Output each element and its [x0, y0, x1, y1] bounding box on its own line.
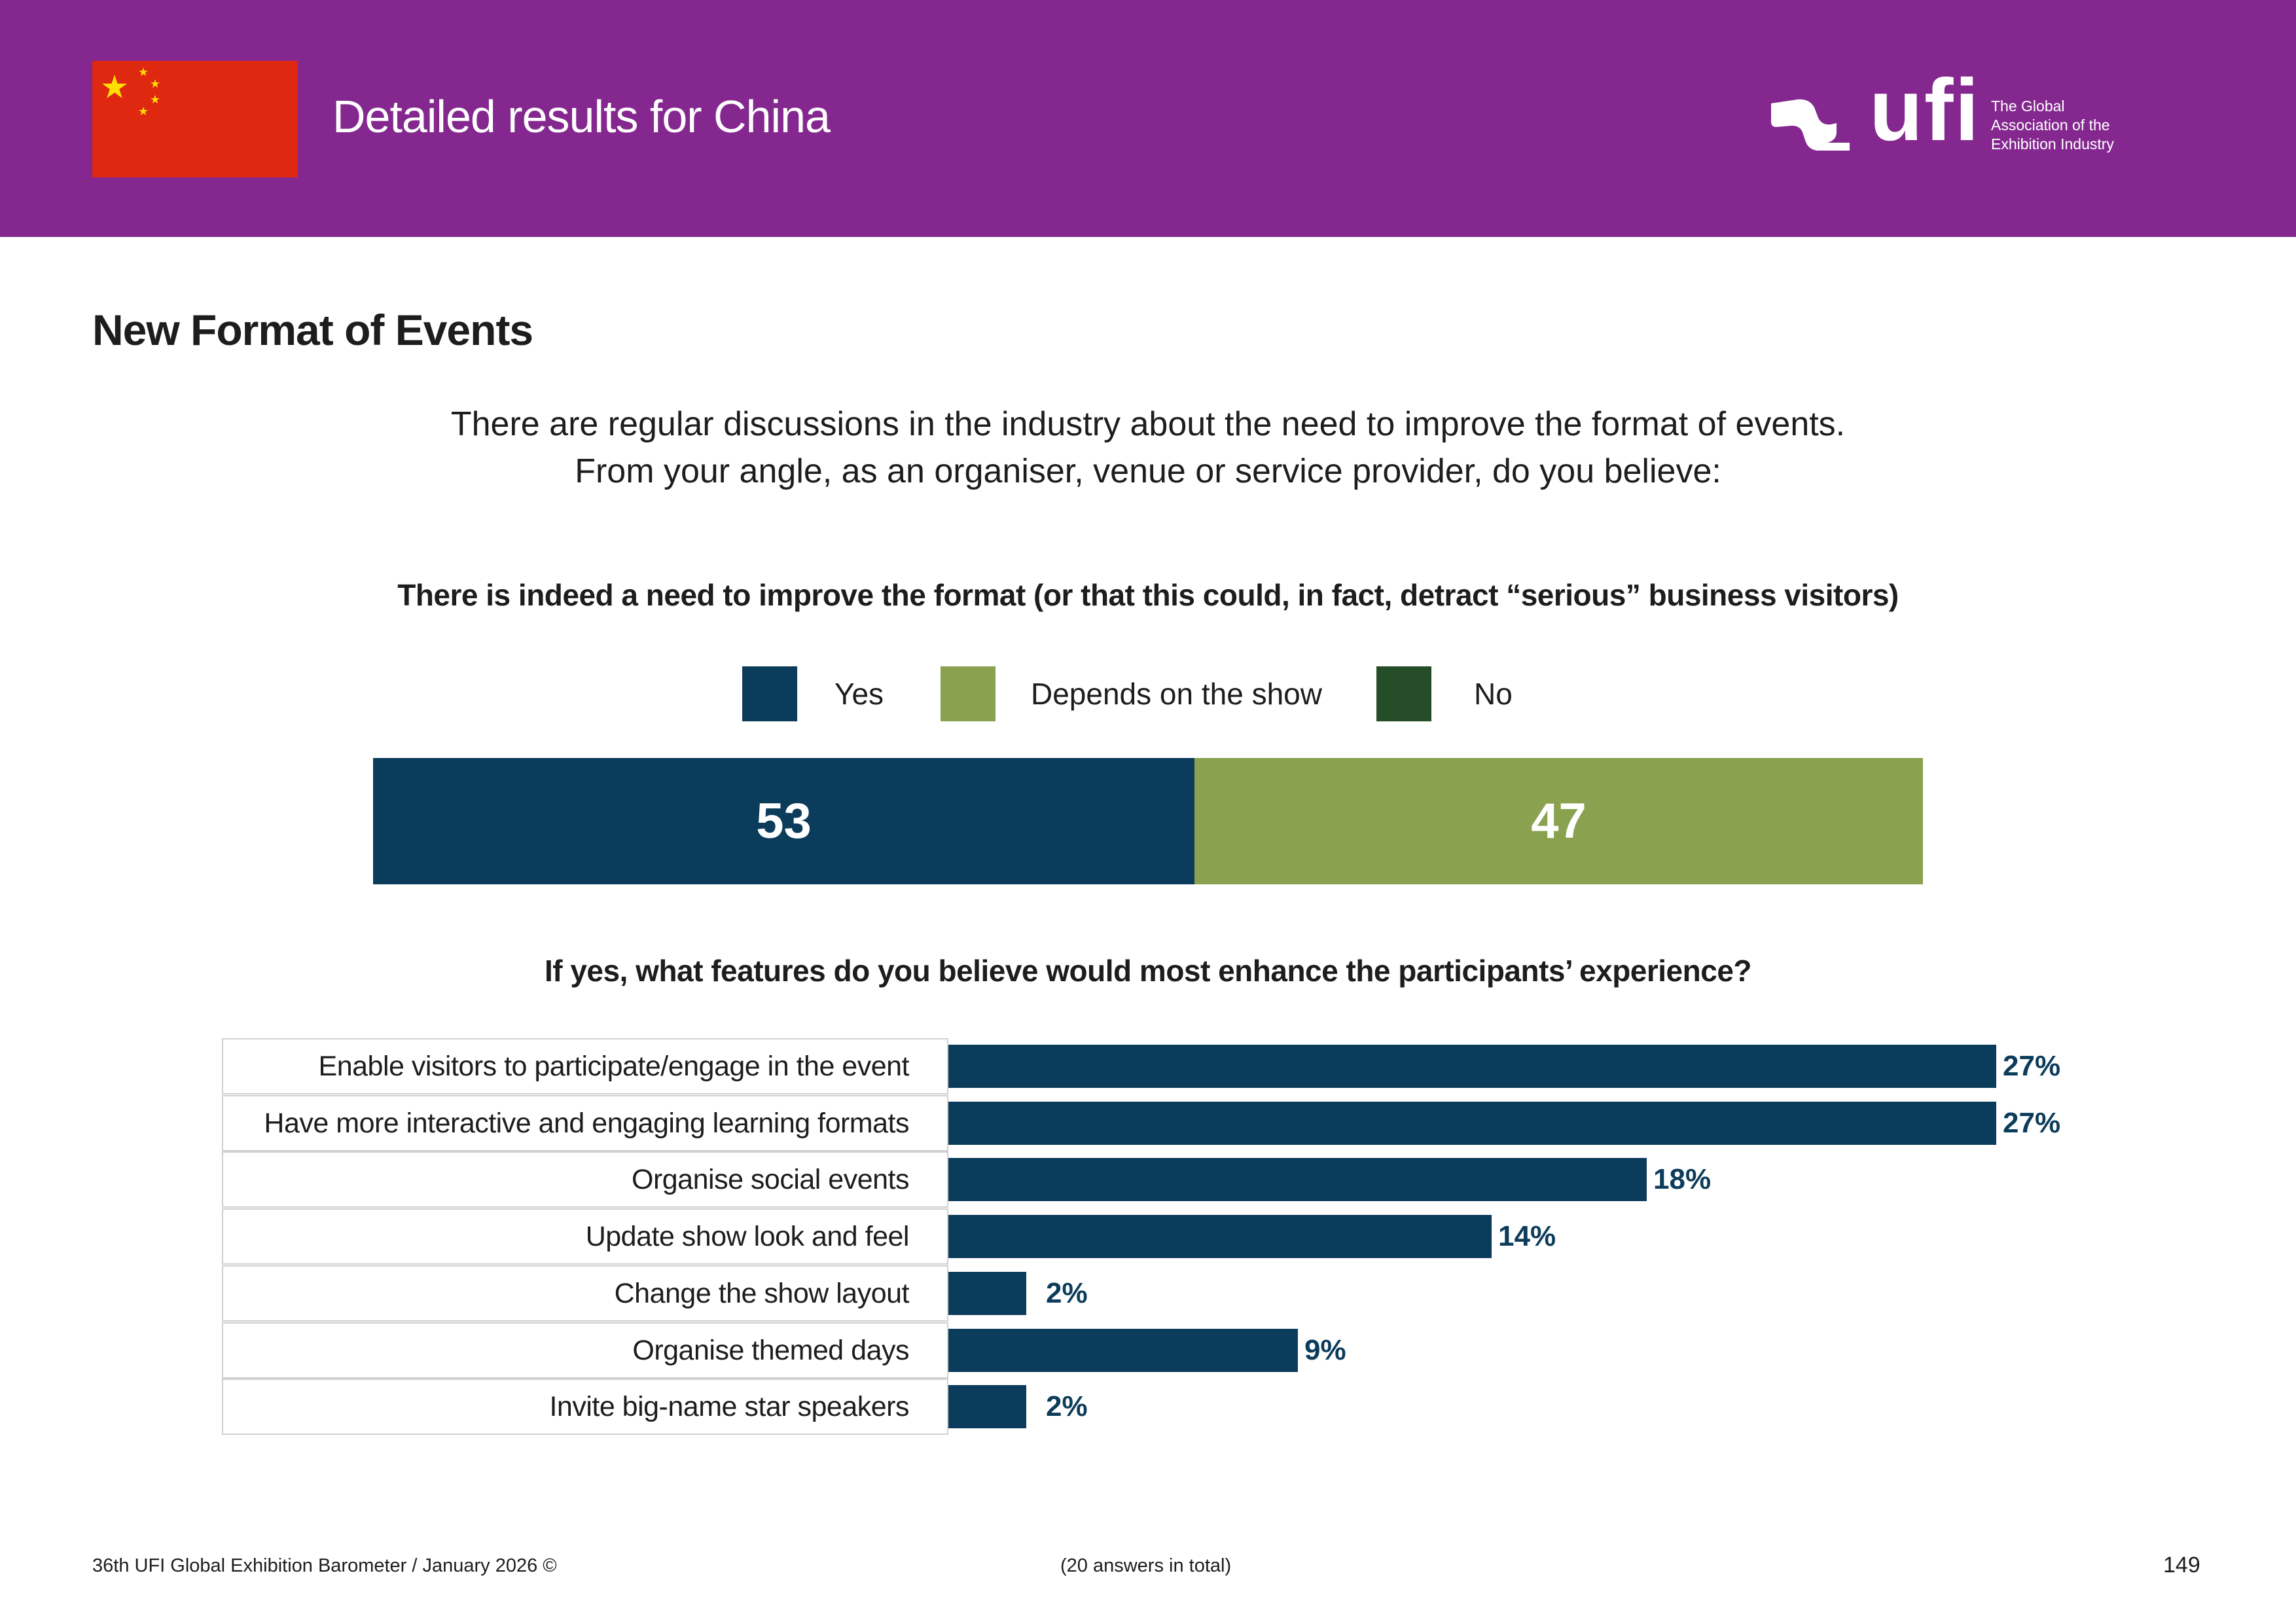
bar-value-label: 18%	[1653, 1163, 1712, 1195]
category-label: Have more interactive and engaging learn…	[222, 1095, 948, 1151]
bar	[948, 1385, 1026, 1428]
bar-value-label: 27%	[2003, 1107, 2061, 1139]
ufi-logo-mark-icon	[1771, 99, 1850, 151]
legend-swatch-yes	[742, 666, 797, 721]
bar	[948, 1045, 1996, 1088]
intro-line: From your angle, as an organiser, venue …	[575, 452, 1721, 490]
bar-value-label: 9%	[1304, 1334, 1346, 1366]
ufi-logo-tagline: The Global Association of the Exhibition…	[1991, 98, 2114, 153]
bar	[948, 1329, 1298, 1372]
bar	[948, 1272, 1026, 1315]
legend-label-yes: Yes	[834, 677, 884, 711]
intro-text: There are regular discussions in the ind…	[0, 401, 2296, 495]
header-bar: Detailed results for China ufi The Globa…	[0, 0, 2296, 237]
intro-line: There are regular discussions in the ind…	[450, 405, 1846, 443]
chart1-stacked-bar: 53 47	[373, 758, 1923, 884]
category-label: Update show look and feel	[222, 1208, 948, 1265]
page-number: 149	[2163, 1553, 2200, 1578]
chart1-title: There is indeed a need to improve the fo…	[397, 578, 1899, 612]
footer-answer-count: (20 answers in total)	[1060, 1555, 1232, 1576]
china-flag-icon	[92, 61, 298, 177]
bar	[948, 1102, 1996, 1145]
bar	[948, 1158, 1647, 1201]
bar-value-label: 2%	[1046, 1277, 1088, 1309]
stacked-segment-yes: 53	[373, 758, 1194, 884]
footer-source: 36th UFI Global Exhibition Barometer / J…	[92, 1555, 557, 1576]
bar-value-label: 2%	[1046, 1390, 1088, 1422]
bar	[948, 1215, 1492, 1258]
category-label: Invite big-name star speakers	[222, 1379, 948, 1435]
legend-swatch-no	[1376, 666, 1431, 721]
category-label: Organise social events	[222, 1151, 948, 1208]
legend-label-no: No	[1474, 677, 1513, 711]
section-title: New Format of Events	[92, 306, 533, 354]
category-label: Enable visitors to participate/engage in…	[222, 1038, 948, 1094]
bar-value-label: 14%	[1498, 1220, 1556, 1252]
chart2-title: If yes, what features do you believe wou…	[544, 954, 1752, 988]
ufi-logo-wordmark: ufi	[1869, 62, 1981, 159]
stacked-segment-depends-on-the-show: 47	[1194, 758, 1923, 884]
chart1-legend: Yes Depends on the show No	[0, 666, 2296, 721]
bar-value-label: 27%	[2003, 1050, 2061, 1082]
stacked-segment-value: 53	[756, 793, 812, 849]
stacked-segment-value: 47	[1531, 793, 1587, 849]
category-label: Organise themed days	[222, 1322, 948, 1379]
legend-swatch-depends	[941, 666, 996, 721]
legend-label-depends: Depends on the show	[1031, 677, 1322, 711]
category-label: Change the show layout	[222, 1265, 948, 1322]
chart2-bar-area: 27% 27% 18% 14% 2% 9% 2%	[948, 1038, 2192, 1431]
page-header-title: Detailed results for China	[332, 91, 831, 142]
ufi-logo: ufi The Global Association of the Exhibi…	[1771, 62, 2138, 159]
